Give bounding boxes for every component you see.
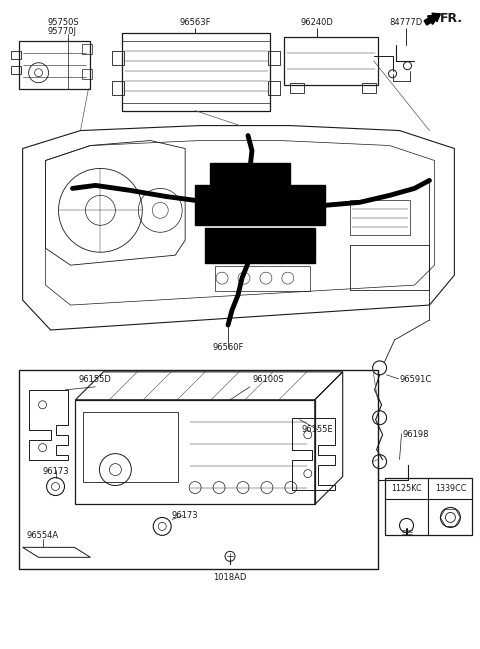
Text: 1125KC: 1125KC [391, 484, 422, 493]
Bar [19, 370, 378, 569]
Bar [11, 66, 21, 74]
Text: 95770J: 95770J [48, 27, 76, 36]
Text: 96563F: 96563F [180, 18, 211, 27]
Text: 96554A: 96554A [26, 531, 59, 540]
Bar [83, 69, 93, 79]
Bar [83, 44, 93, 54]
Bar [215, 266, 310, 291]
Text: 95750S: 95750S [48, 18, 79, 27]
Bar [112, 51, 124, 65]
Bar [122, 33, 270, 110]
Bar [350, 245, 430, 290]
Text: FR.: FR. [440, 12, 463, 25]
Bar [205, 228, 315, 263]
Text: 96198: 96198 [403, 430, 429, 439]
Bar [75, 400, 315, 504]
FancyArrow shape [424, 13, 441, 25]
Bar [19, 41, 90, 89]
Bar [122, 33, 270, 41]
Bar [284, 37, 378, 85]
Text: 1018AD: 1018AD [213, 573, 247, 582]
Text: 1339CC: 1339CC [435, 484, 466, 493]
Text: 96173: 96173 [172, 511, 198, 520]
Text: 96100S: 96100S [252, 375, 284, 384]
Bar [195, 186, 325, 225]
Bar [84, 411, 178, 482]
Bar [268, 80, 280, 95]
Bar [268, 51, 280, 65]
Text: 96240D: 96240D [300, 18, 333, 27]
Bar [11, 51, 21, 59]
Text: 96155D: 96155D [79, 375, 112, 384]
Bar [290, 82, 304, 93]
Text: 84777D: 84777D [389, 18, 422, 27]
Text: 96173: 96173 [42, 467, 69, 476]
Text: 96155E: 96155E [302, 425, 334, 434]
Bar [384, 478, 472, 535]
Bar [210, 164, 290, 188]
Text: 96560F: 96560F [212, 343, 244, 352]
Bar [350, 201, 409, 235]
Bar [122, 103, 270, 110]
Bar [112, 80, 124, 95]
Text: 96591C: 96591C [399, 375, 432, 384]
Bar [361, 82, 376, 93]
